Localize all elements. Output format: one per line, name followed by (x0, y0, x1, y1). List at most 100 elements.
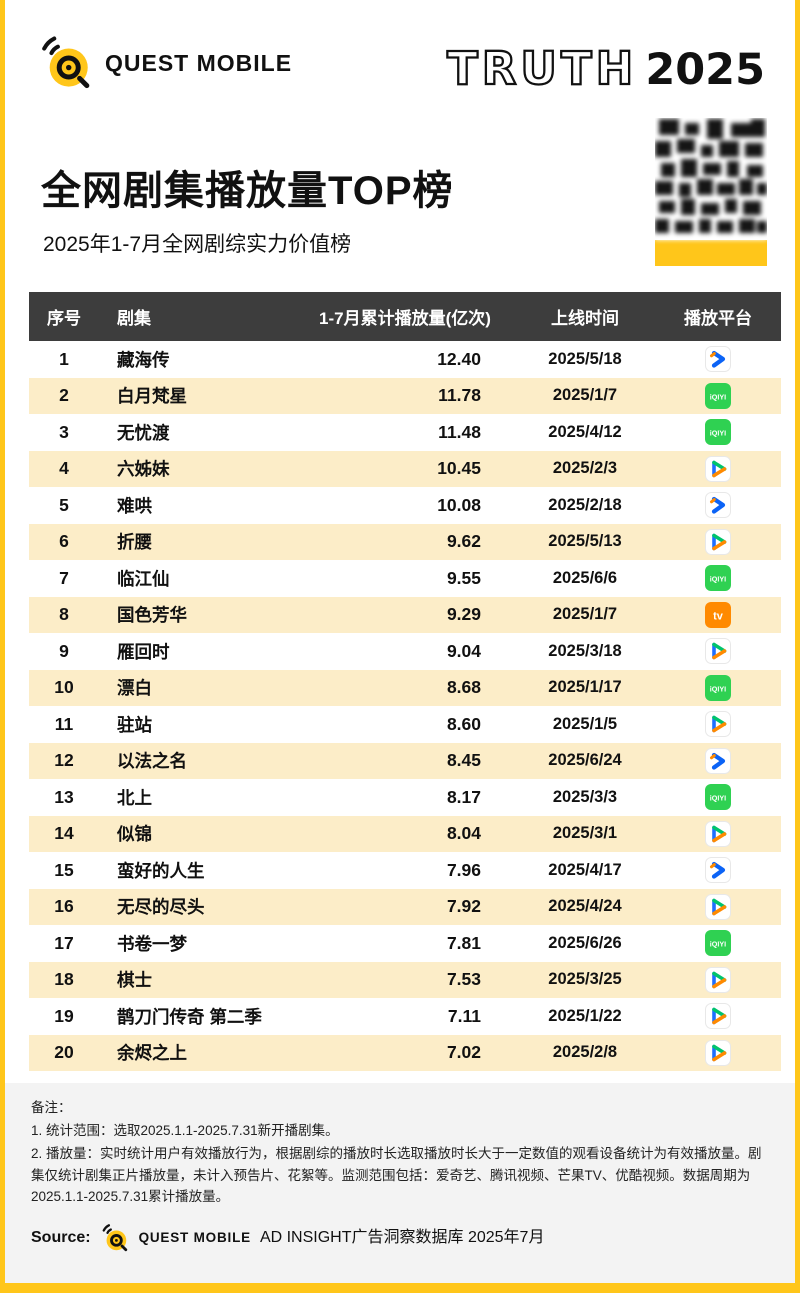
youku-icon (705, 747, 731, 774)
platform-cell (655, 857, 781, 884)
plays-cell: 9.62 (446, 531, 481, 552)
title-cell: 国色芳华 (117, 605, 187, 626)
date-cell: 2025/3/1 (552, 824, 618, 843)
date-cell: 2025/1/7 (552, 605, 618, 624)
title-cell: 无尽的尽头 (117, 897, 205, 918)
rank-cell: 6 (59, 531, 69, 552)
plays-cell: 9.04 (446, 640, 481, 661)
iqiyi-label: iQIYI (710, 392, 726, 401)
note-line-2: 2. 播放量：实时统计用户有效播放行为，根据剧综的播放时长选取播放时长大于一定数… (31, 1145, 762, 1205)
tencent-video-icon (705, 455, 731, 482)
platform-cell (655, 747, 781, 774)
title-cell: 以法之名 (117, 751, 187, 772)
platform-cell: iQIYI (655, 930, 781, 957)
plays-cell: 8.68 (446, 677, 481, 698)
title-cell: 临江仙 (117, 568, 170, 589)
plays-cell: 8.04 (446, 823, 481, 844)
brand: QUEST MOBILE (37, 34, 292, 92)
rank-cell: 15 (54, 859, 74, 880)
table-header-row: 序号 剧集 1-7月累计播放量(亿次) 上线时间 播放平台 (29, 292, 781, 341)
iqiyi-label: iQIYI (710, 684, 726, 693)
iqiyi-icon: iQIYI (705, 930, 731, 957)
platform-cell: iQIYI (655, 419, 781, 446)
youku-icon (705, 492, 731, 519)
title-cell: 棋士 (117, 970, 152, 991)
rank-cell: 10 (54, 677, 74, 698)
title-cell: 驻站 (117, 714, 152, 735)
page-title: 全网剧集播放量TOP榜 (41, 169, 454, 213)
mango-label: tv (713, 610, 724, 622)
date-cell: 2025/3/25 (548, 970, 622, 989)
plays-cell: 10.45 (437, 458, 481, 479)
rank-cell: 20 (54, 1042, 74, 1063)
table-row: 12 以法之名 8.45 2025/6/24 (29, 742, 781, 779)
column-header-date: 上线时间 (551, 309, 619, 328)
table-row: 5 难哄 10.08 2025/2/18 (29, 487, 781, 524)
rank-cell: 3 (59, 421, 69, 442)
iqiyi-icon: iQIYI (705, 784, 731, 811)
title-cell: 北上 (117, 787, 152, 808)
platform-cell (655, 528, 781, 555)
title-cell: 鹊刀门传奇 第二季 (117, 1006, 262, 1027)
table-row: 20 余烬之上 7.02 2025/2/8 (29, 1034, 781, 1071)
platform-cell: iQIYI (655, 565, 781, 592)
date-cell: 2025/4/12 (548, 422, 622, 441)
date-cell: 2025/4/17 (548, 860, 622, 879)
source-brand-name: QUEST MOBILE (138, 1230, 251, 1246)
tencent-video-icon (705, 1003, 731, 1030)
platform-cell (655, 492, 781, 519)
iqiyi-icon: iQIYI (705, 382, 731, 409)
date-cell: 2025/6/24 (548, 751, 622, 770)
platform-cell (655, 1003, 781, 1030)
table-row: 14 似锦 8.04 2025/3/1 (29, 815, 781, 852)
source-label: Source: (31, 1229, 91, 1247)
plays-cell: 7.53 (446, 969, 481, 990)
plays-cell: 11.78 (438, 385, 481, 406)
plays-cell: 12.40 (437, 348, 481, 369)
report-page: QUEST MOBILE TRUTH 2025 (5, 0, 795, 1283)
rank-cell: 12 (54, 750, 74, 771)
truth-year: 2025 (645, 45, 765, 95)
date-cell: 2025/5/18 (548, 349, 622, 368)
title-cell: 漂白 (117, 678, 152, 699)
rank-cell: 19 (54, 1005, 74, 1026)
platform-cell (655, 820, 781, 847)
plays-cell: 10.08 (437, 494, 481, 515)
platform-cell (655, 966, 781, 993)
tencent-video-icon (705, 638, 731, 665)
page-subtitle: 2025年1-7月全网剧综实力价值榜 (43, 233, 352, 256)
table-row: 8 国色芳华 9.29 2025/1/7 tv (29, 596, 781, 633)
questmobile-logo-icon-small (102, 1224, 127, 1252)
title-cell: 藏海传 (117, 349, 170, 370)
title-cell: 书卷一梦 (117, 933, 187, 954)
table-row: 2 白月梵星 11.78 2025/1/7 iQIYI (29, 377, 781, 414)
plays-cell: 7.11 (447, 1005, 481, 1026)
column-header-plays: 1-7月累计播放量(亿次) (319, 309, 491, 328)
platform-cell (655, 1039, 781, 1066)
column-header-rank: 序号 (47, 309, 81, 328)
source-text: AD INSIGHT广告洞察数据库 2025年7月 (259, 1229, 545, 1247)
date-cell: 2025/5/13 (548, 532, 622, 551)
rank-cell: 17 (54, 932, 74, 953)
tencent-video-icon (705, 893, 731, 920)
platform-cell: iQIYI (655, 382, 781, 409)
tencent-video-icon (705, 528, 731, 555)
title-cell: 无忧渡 (117, 422, 170, 443)
rank-cell: 16 (54, 896, 74, 917)
truth-2025-logo: TRUTH 2025 (446, 41, 765, 96)
date-cell: 2025/1/5 (552, 714, 618, 733)
rank-cell: 1 (59, 348, 69, 369)
mango-tv-icon: tv (705, 601, 731, 628)
platform-cell (655, 893, 781, 920)
rank-cell: 13 (54, 786, 74, 807)
date-cell: 2025/6/6 (552, 568, 618, 587)
qr-code-mosaic (655, 118, 767, 240)
brand-name: QUEST MOBILE (105, 49, 293, 76)
table-row: 15 蛮好的人生 7.96 2025/4/17 (29, 852, 781, 889)
date-cell: 2025/3/18 (548, 641, 622, 660)
plays-cell: 7.96 (446, 859, 481, 880)
youku-icon (705, 857, 731, 884)
notes-label: 备注： (31, 1100, 72, 1115)
title-cell: 白月梵星 (117, 386, 187, 407)
table-row: 6 折腰 9.62 2025/5/13 (29, 523, 781, 560)
